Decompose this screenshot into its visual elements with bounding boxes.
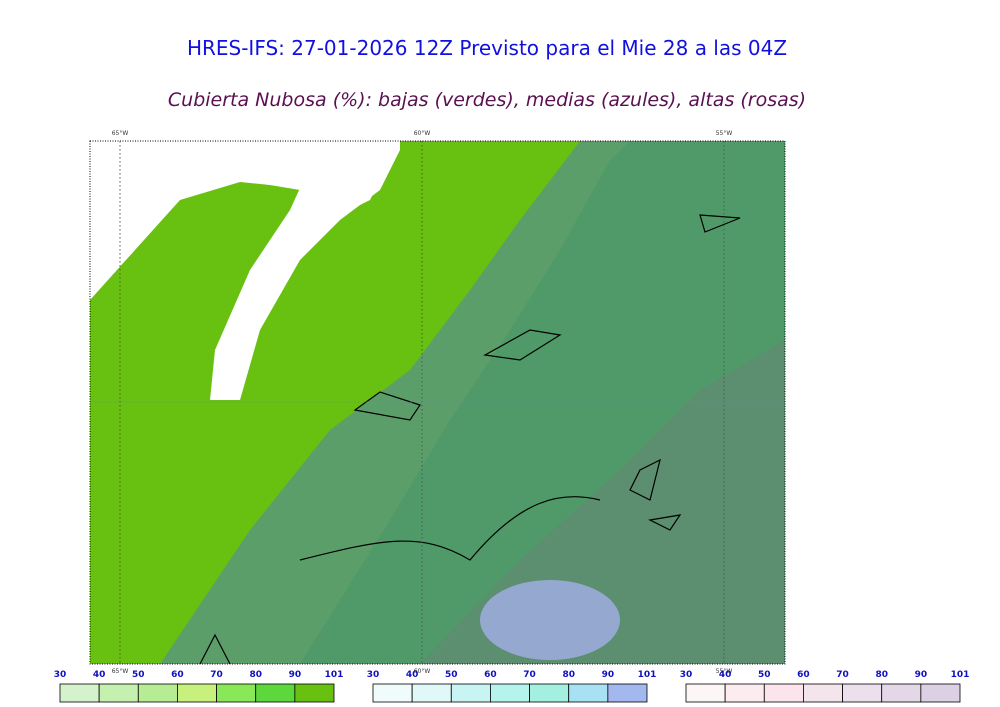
legend-tick: 80	[562, 670, 575, 680]
legend-tick: 70	[210, 670, 223, 680]
legend-tick: 50	[445, 670, 458, 680]
legend-swatch	[881, 683, 922, 703]
legend-tick: 60	[171, 670, 184, 680]
legend-tick: 30	[54, 670, 67, 680]
legend-swatch	[177, 683, 217, 703]
lon-label: 65°W	[112, 668, 129, 675]
legend-swatch	[568, 683, 609, 703]
lon-label: 55°W	[716, 130, 733, 137]
legend-tick: 50	[132, 670, 145, 680]
legend-tick: 30	[367, 670, 380, 680]
legend-swatch	[920, 683, 961, 703]
lon-label: 55°W	[716, 668, 733, 675]
legend-tick: 30	[680, 670, 693, 680]
legend-swatch	[724, 683, 765, 703]
legend-tick: 40	[719, 670, 732, 680]
lon-label: 65°W	[112, 130, 129, 137]
legend-tick: 40	[93, 670, 106, 680]
map-frame	[89, 140, 786, 665]
legend-swatch	[294, 683, 335, 703]
legend-swatch	[529, 683, 570, 703]
legend-tick: 70	[836, 670, 849, 680]
legend-swatch	[59, 683, 100, 703]
legend-swatch	[842, 683, 883, 703]
legend-swatch	[490, 683, 530, 703]
legend-swatch	[255, 683, 296, 703]
legend-tick: 101	[638, 670, 657, 680]
legend-swatch	[411, 683, 452, 703]
legend-tick: 80	[875, 670, 888, 680]
legend-swatch	[98, 683, 139, 703]
legend-tick: 50	[758, 670, 771, 680]
legend-tick: 90	[602, 670, 615, 680]
legend-swatch	[216, 683, 257, 703]
legend-tick: 101	[325, 670, 344, 680]
clear-sky	[90, 141, 400, 400]
legend-swatch	[137, 683, 178, 703]
legend-tick: 70	[523, 670, 536, 680]
legend-tick: 80	[249, 670, 262, 680]
legend-tick: 90	[915, 670, 928, 680]
legend-tick: 60	[484, 670, 497, 680]
legend-swatch	[607, 683, 648, 703]
cloud-patch	[480, 580, 620, 660]
legend-swatch	[372, 683, 413, 703]
legend-swatch	[763, 683, 804, 703]
map	[89, 140, 786, 665]
coastline	[199, 214, 741, 664]
title: HRES-IFS: 27-01-2026 12Z Previsto para e…	[187, 36, 787, 60]
legend-swatch	[450, 683, 491, 703]
lon-label: 60°W	[414, 130, 431, 137]
legend-tick: 101	[951, 670, 970, 680]
legend-tick: 90	[289, 670, 302, 680]
high-cloud	[420, 340, 785, 664]
legend-swatch	[803, 683, 843, 703]
legend-tick: 60	[797, 670, 810, 680]
legend-swatch	[685, 683, 726, 703]
legend-tick: 40	[406, 670, 419, 680]
subtitle: Cubierta Nubosa (%): bajas (verdes), med…	[168, 89, 806, 111]
lon-label: 60°W	[414, 668, 431, 675]
